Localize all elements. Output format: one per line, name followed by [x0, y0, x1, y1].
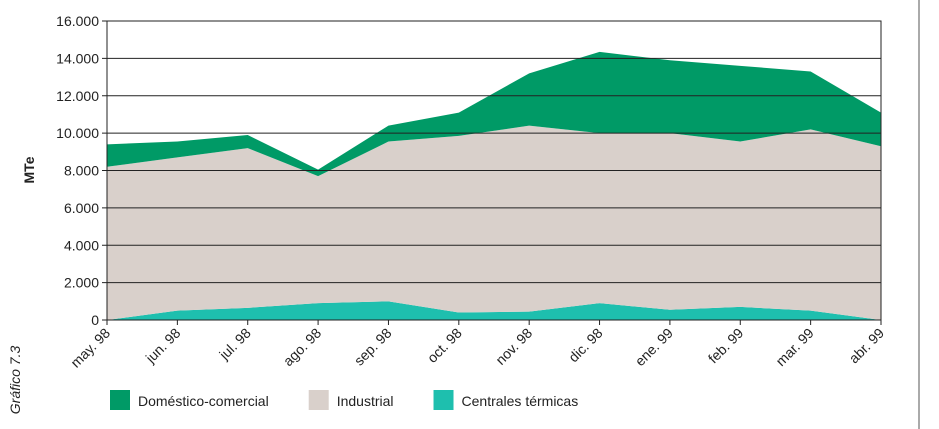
legend-swatch: [110, 390, 130, 410]
y-tick-label: 16.000: [56, 13, 99, 29]
legend-label: Industrial: [337, 393, 394, 409]
y-tick-label: 12.000: [56, 88, 99, 104]
x-tick-label: oct. 98: [424, 325, 465, 366]
legend-label: Centrales térmicas: [462, 393, 579, 409]
area: [107, 301, 881, 320]
x-tick-label: nov. 98: [492, 325, 535, 368]
y-tick-label: 14.000: [56, 50, 99, 66]
x-tick-label: ago. 98: [280, 325, 324, 369]
x-tick-label: dic. 98: [565, 325, 606, 366]
legend-label: Doméstico-comercial: [138, 393, 269, 409]
y-axis-label: MTe: [21, 156, 37, 183]
x-tick-label: may. 98: [67, 325, 113, 371]
y-tick-label: 8.000: [64, 163, 99, 179]
y-tick-label: 10.000: [56, 125, 99, 141]
y-tick-label: 0: [91, 312, 99, 328]
x-tick-label: abr. 99: [846, 325, 888, 367]
x-tick-label: feb. 99: [705, 325, 747, 367]
x-tick-label: jul. 98: [215, 325, 254, 364]
x-tick-label: sep. 98: [351, 325, 395, 369]
y-tick-label: 2.000: [64, 275, 99, 291]
y-tick-label: 4.000: [64, 237, 99, 253]
x-tick-label: ene. 99: [632, 325, 676, 369]
legend-swatch: [308, 390, 329, 410]
area: [107, 125, 881, 321]
x-tick-label: jun. 98: [142, 325, 184, 367]
plot-border: [106, 20, 882, 321]
side-label: Gráfico 7.3: [7, 346, 23, 415]
y-tick-label: 6.000: [64, 200, 99, 216]
legend-swatch: [433, 390, 454, 410]
x-tick-label: mar. 99: [772, 325, 816, 369]
area: [107, 51, 881, 177]
